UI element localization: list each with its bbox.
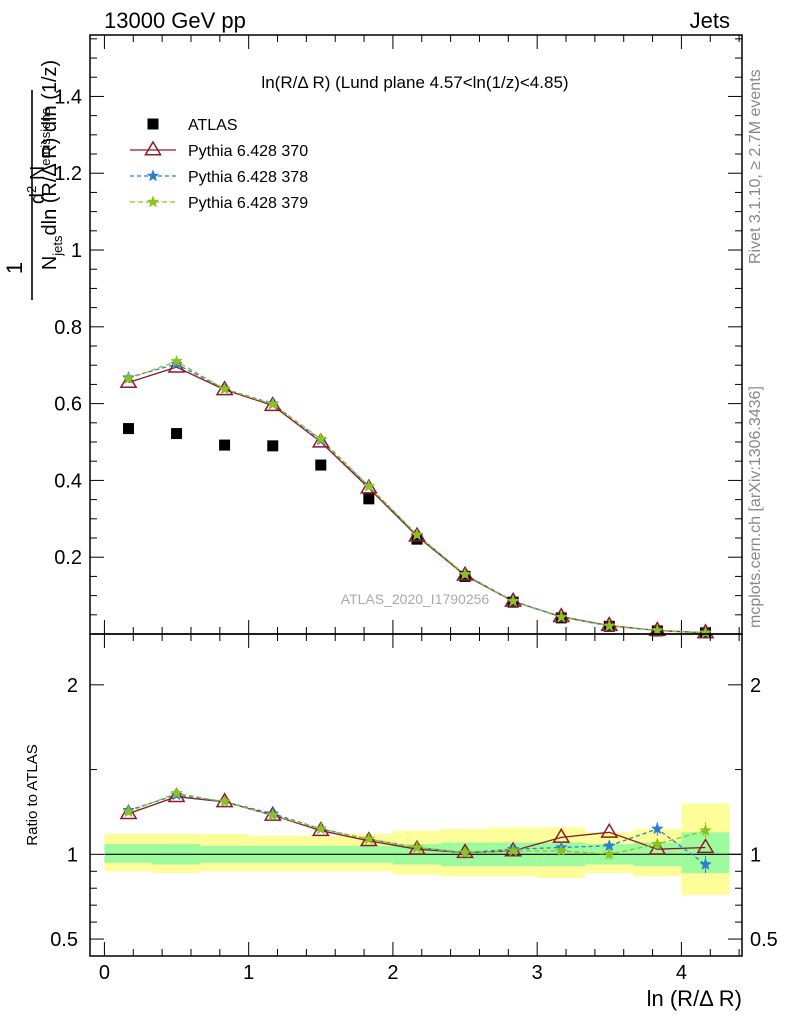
- ratio-y-tick-label-right: 0.5: [750, 929, 778, 951]
- main-series-markers: [119, 354, 715, 639]
- x-tick-label: 1: [243, 962, 254, 984]
- ratio-point-triangle: [359, 831, 378, 847]
- ratio-point-star: [506, 844, 520, 857]
- main-point-star: [458, 567, 472, 580]
- main-point-star: [410, 528, 424, 541]
- main-y-axis-label: 1 d2 Nemissions Njetsdln (R/Δ R) dln (1/…: [2, 60, 65, 300]
- ratio-ticks: 0.5 0.5 1 1 2 2: [50, 634, 778, 956]
- ratio-point-star: [122, 805, 135, 818]
- main-point-star: [554, 610, 568, 623]
- main-point-star: [602, 619, 616, 632]
- ratio-panel: 0.5 0.5 1 1 2 2: [50, 633, 778, 957]
- ratio-y-tick-label-right: 1: [750, 844, 761, 866]
- ratio-y-tick-label: 0.5: [50, 929, 78, 951]
- y-label-denominator: Njetsdln (R/Δ R) dln (1/z): [39, 60, 65, 270]
- main-y-tick-label: 1: [71, 240, 82, 262]
- ratio-point-triangle: [408, 839, 426, 855]
- ratio-point-triangle: [311, 821, 330, 837]
- ratio-point-star: [699, 857, 712, 870]
- ratio-point-triangle: [600, 822, 619, 838]
- legend-label: Pythia 6.428 370: [188, 143, 308, 160]
- ratio-y-tick-label: 1: [67, 844, 78, 866]
- mcplots-label: mcplots.cern.ch [arXiv:1306.3436]: [747, 386, 764, 628]
- ratio-point-triangle: [648, 839, 667, 855]
- ratio-point-star: [410, 840, 424, 853]
- x-axis-label: ln (R/Δ R): [647, 986, 742, 1011]
- ratio-band-inner: [104, 844, 153, 863]
- main-ticks: 0.2 0.4 0.6 0.8 1 1.2 1.4: [54, 35, 742, 635]
- legend-marker-triangle: [144, 140, 162, 156]
- main-point-star: [170, 354, 183, 367]
- x-tick-label: 4: [676, 962, 687, 984]
- ratio-point-star: [266, 808, 280, 821]
- header-left: 13000 GeV pp: [104, 8, 246, 33]
- legend-marker-star: [146, 169, 160, 182]
- main-point-data: [411, 533, 423, 545]
- main-point-star: [122, 372, 135, 385]
- main-y-tick-label: 0.6: [54, 394, 82, 416]
- main-panel: 0.20.40.60.811.21.4 ATLAS_2020_I1790256 …: [54, 34, 743, 639]
- ratio-point-star: [699, 823, 712, 836]
- main-y-tick-label: 0.8: [54, 317, 82, 339]
- main-point-star: [266, 397, 280, 410]
- x-tick-label: 3: [532, 962, 543, 984]
- ratio-point-triangle: [696, 838, 715, 854]
- legend-label: Pythia 6.428 379: [188, 195, 308, 212]
- main-point-triangle: [311, 432, 330, 448]
- main-y-tick-label: 1.4: [54, 86, 82, 108]
- ratio-point-star: [650, 822, 664, 835]
- legend-label: ATLAS: [188, 117, 238, 134]
- ratio-y-axis-label: Ratio to ATLAS: [24, 744, 41, 845]
- ratio-point-triangle: [167, 787, 186, 803]
- main-point-star: [218, 382, 231, 395]
- ratio-point-star: [218, 795, 231, 808]
- main-y-tick-label: 0.2: [54, 547, 82, 569]
- header-right: Jets: [690, 8, 730, 33]
- legend-label: Pythia 6.428 378: [188, 169, 308, 186]
- main-point-star: [362, 479, 376, 492]
- main-y-tick-label: 0.4: [54, 470, 82, 492]
- ratio-point-star: [362, 832, 376, 845]
- legend-marker-star: [146, 195, 160, 208]
- main-point-star: [650, 623, 664, 636]
- main-point-data: [123, 423, 135, 435]
- main-point-data: [267, 440, 279, 452]
- chart-title: ln(R/Δ R) (Lund plane 4.57<ln(1/z)<4.85): [261, 73, 568, 92]
- ratio-point-star: [170, 786, 183, 799]
- main-point-star: [506, 594, 520, 607]
- ratio-y-tick-label-right: 2: [750, 675, 761, 697]
- legend: ATLAS Pythia 6.428 370 Pythia 6.428 378 Pyt…: [130, 117, 308, 212]
- main-point-data: [171, 428, 183, 440]
- ratio-point-triangle: [119, 804, 138, 820]
- x-tick-label: 2: [387, 962, 398, 984]
- main-point-star: [314, 432, 328, 445]
- main-point-triangle: [167, 357, 186, 373]
- ratio-point-star: [650, 837, 664, 850]
- y-label-numerator: d2 Nemissions: [24, 107, 53, 204]
- main-point-data: [219, 439, 231, 451]
- rivet-label: Rivet 3.1.10, ≥ 2.7M events: [747, 69, 764, 264]
- ratio-y-tick-label: 2: [67, 675, 78, 697]
- ratio-point-star: [458, 845, 472, 859]
- main-point-triangle: [119, 373, 138, 389]
- main-y-tick-label: 1.2: [54, 163, 82, 185]
- main-point-data: [315, 459, 327, 471]
- main-point-triangle: [359, 478, 378, 494]
- ratio-point-star: [602, 847, 616, 860]
- watermark: ATLAS_2020_I1790256: [341, 591, 490, 607]
- ratio-series-markers: [119, 786, 715, 873]
- x-tick-labels: 0 1 2 3 4: [99, 962, 687, 984]
- y-label-one: 1: [2, 262, 27, 274]
- ratio-frame: [89, 633, 743, 957]
- x-tick-label: 0: [99, 962, 110, 984]
- ratio-point-star: [314, 822, 328, 835]
- main-point-star: [699, 626, 712, 639]
- ratio-point-star: [554, 844, 568, 857]
- main-point-data: [363, 493, 375, 505]
- legend-marker-data: [147, 118, 159, 130]
